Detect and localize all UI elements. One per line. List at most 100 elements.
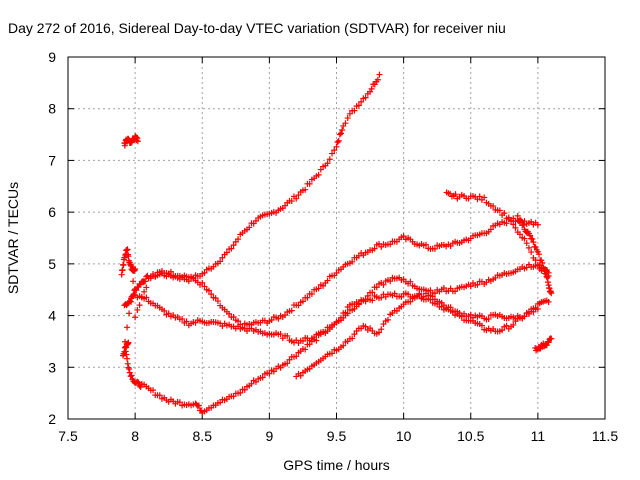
- data-point: [333, 143, 340, 150]
- data-point: [487, 226, 494, 233]
- series-track-rising-to-8.6: [121, 71, 383, 309]
- data-point: [490, 203, 497, 210]
- data-point: [214, 298, 221, 305]
- x-tick-label: 9: [265, 428, 273, 444]
- data-point: [474, 281, 481, 288]
- x-tick-label: 10.5: [457, 428, 484, 444]
- data-point: [355, 301, 362, 308]
- x-tick-label: 9.5: [327, 428, 347, 444]
- y-tick-label: 9: [48, 49, 56, 65]
- data-point: [542, 268, 549, 275]
- data-point: [266, 370, 273, 377]
- data-point: [293, 353, 300, 360]
- data-point: [141, 288, 148, 295]
- data-point: [335, 137, 342, 144]
- data-point: [510, 221, 517, 228]
- data-point: [346, 110, 353, 117]
- data-point: [528, 249, 535, 256]
- data-point: [523, 240, 530, 247]
- data-point: [284, 360, 291, 367]
- x-tick-label: 8: [131, 428, 139, 444]
- data-point: [540, 264, 547, 271]
- data-point: [133, 287, 140, 294]
- data-point: [293, 195, 300, 202]
- data-point: [539, 259, 546, 266]
- data-point: [543, 273, 550, 280]
- data-point: [344, 115, 351, 122]
- data-point: [297, 372, 304, 379]
- data-point: [126, 366, 133, 373]
- data-point: [467, 283, 474, 290]
- data-point: [152, 273, 159, 280]
- data-point: [268, 317, 275, 324]
- data-point: [179, 315, 186, 322]
- data-point: [295, 192, 302, 199]
- data-point: [416, 291, 423, 298]
- data-point: [337, 130, 344, 137]
- data-point: [167, 268, 174, 275]
- data-point: [132, 314, 139, 321]
- data-point: [329, 350, 336, 357]
- data-point: [282, 312, 289, 319]
- data-point: [398, 293, 405, 300]
- x-tick-label: 11.5: [592, 428, 618, 444]
- data-point: [132, 265, 139, 272]
- data-point: [235, 318, 242, 325]
- data-point: [235, 236, 242, 243]
- data-point: [380, 321, 387, 328]
- data-point: [288, 307, 295, 314]
- data-point: [423, 287, 429, 294]
- x-tick-label: 7.5: [58, 428, 78, 444]
- data-point: [161, 307, 168, 314]
- data-point: [288, 198, 295, 205]
- data-point: [431, 290, 438, 297]
- data-point: [368, 85, 375, 92]
- data-point: [241, 386, 248, 393]
- data-points: [118, 71, 555, 416]
- data-point: [362, 296, 369, 303]
- data-point: [143, 294, 150, 301]
- data-point: [334, 139, 341, 146]
- data-point: [541, 267, 548, 274]
- data-point: [299, 337, 306, 344]
- data-point: [371, 245, 378, 252]
- series-track-high-late: [443, 189, 541, 228]
- data-point: [532, 244, 539, 251]
- data-point: [315, 171, 322, 178]
- data-point: [302, 186, 309, 193]
- data-point: [503, 322, 510, 329]
- data-point: [237, 389, 244, 396]
- data-point: [534, 305, 541, 312]
- data-point: [124, 360, 131, 367]
- data-point: [313, 337, 320, 344]
- data-point: [302, 346, 309, 353]
- data-point: [124, 324, 131, 331]
- x-axis: 7.5 8 8.5 9 9.5 10 10.5 11 11.5: [58, 57, 618, 444]
- data-point: [130, 278, 137, 285]
- data-point: [349, 335, 356, 342]
- data-point: [481, 194, 488, 201]
- data-point: [324, 277, 331, 284]
- data-point: [284, 333, 291, 340]
- data-point: [376, 71, 383, 78]
- data-point: [248, 380, 255, 387]
- data-point: [510, 321, 517, 328]
- series-track-middle-to-4.0: [132, 274, 541, 346]
- data-point: [317, 166, 324, 173]
- data-point: [548, 335, 555, 342]
- data-point: [369, 297, 376, 304]
- data-point: [339, 127, 346, 134]
- data-point: [544, 279, 551, 286]
- data-point: [156, 392, 163, 399]
- data-point: [521, 313, 528, 320]
- data-point: [407, 298, 414, 305]
- y-axis: 2 3 4 5 6 7 8 9: [48, 49, 605, 427]
- data-point: [505, 214, 512, 221]
- data-point: [534, 261, 541, 268]
- data-point: [136, 302, 143, 309]
- y-tick-label: 7: [48, 152, 56, 168]
- data-point: [226, 310, 233, 317]
- data-point: [329, 150, 336, 157]
- data-point: [378, 326, 385, 333]
- data-point: [201, 269, 208, 276]
